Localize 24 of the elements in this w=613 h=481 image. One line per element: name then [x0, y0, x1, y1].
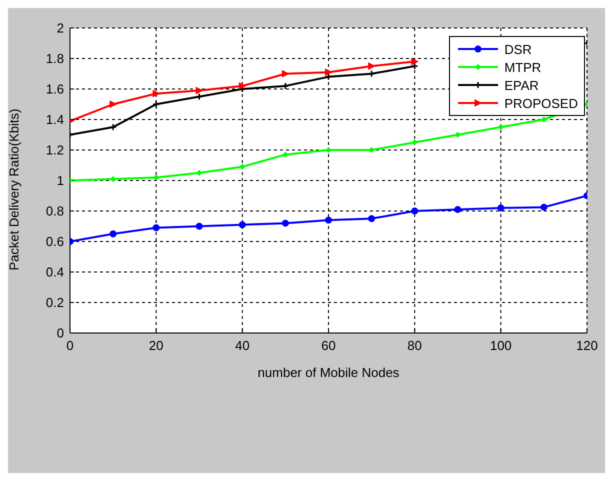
y-tick-label: 0.6 [46, 234, 64, 250]
y-tick-label: 1.6 [46, 82, 64, 97]
y-tick-label: 0 [56, 326, 64, 341]
y-tick-label: 1 [56, 173, 64, 188]
x-tick-label: 120 [576, 338, 598, 354]
x-tick-label: 100 [490, 338, 512, 354]
legend-label: MTPR [504, 60, 542, 74]
legend-label: EPAR [504, 78, 539, 92]
y-tick-label: 0.4 [46, 264, 64, 280]
x-axis-title: number of Mobile Nodes [258, 365, 400, 380]
x-tick-label: 0 [66, 338, 74, 354]
legend-label: DSR [504, 42, 532, 56]
x-tick-label: 60 [321, 338, 336, 354]
x-tick-label: 20 [148, 338, 164, 354]
y-tick-label: 2 [56, 20, 64, 36]
y-tick-label: 0.2 [46, 295, 64, 310]
x-tick-label: 80 [407, 338, 422, 354]
y-tick-label: 1.8 [46, 51, 64, 66]
x-tick-label: 40 [235, 338, 250, 354]
y-tick-label: 1.4 [46, 112, 64, 128]
y-axis-title: Packet Delivery Ratio(Kbits) [6, 108, 22, 270]
legend-label: PROPOSED [504, 96, 578, 110]
y-tick-label: 0.8 [46, 204, 64, 219]
y-tick-label: 1.2 [46, 142, 64, 158]
